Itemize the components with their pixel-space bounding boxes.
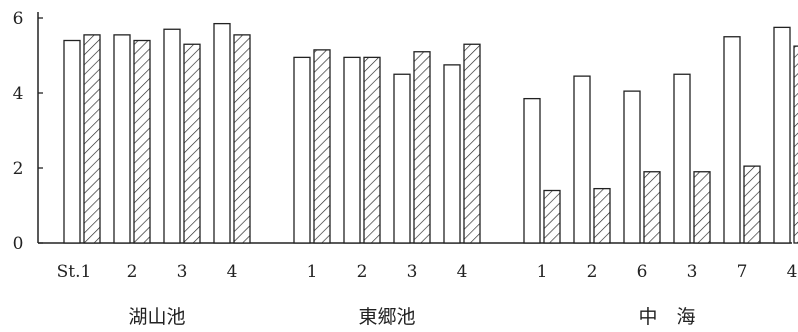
bar-open — [213, 22, 231, 244]
x-tick-label: 2 — [127, 262, 138, 282]
x-tick-label: 6 — [637, 262, 648, 282]
x-tick-label: 4 — [787, 262, 798, 282]
bar-open — [623, 90, 641, 244]
x-tick-label: 3 — [407, 262, 418, 282]
x-tick-label: 2 — [357, 262, 368, 282]
bar-hatched — [233, 34, 251, 244]
bar-open — [523, 97, 541, 244]
bar-hatched — [463, 43, 481, 244]
bar-hatched — [363, 56, 381, 244]
bar-hatched — [593, 187, 611, 244]
bar-hatched — [313, 49, 331, 244]
labels: 0 2 4 6 St.1 2 3 4 湖山池 1 2 3 4 東郷池 1 2 6 3 7 4 中 海 — [13, 9, 798, 328]
bar-open — [63, 39, 81, 244]
x-tick-label: 7 — [737, 262, 748, 282]
bar-hatched — [543, 189, 561, 244]
bar-open — [343, 56, 361, 244]
x-tick-label: 4 — [457, 262, 468, 282]
group-label: 中 海 — [638, 306, 695, 328]
bar-open — [393, 73, 411, 244]
group-label: 湖山池 — [128, 306, 185, 328]
bar-hatched — [83, 34, 101, 244]
bar-hatched — [643, 171, 661, 244]
bar-hatched — [693, 171, 711, 244]
bar-open — [673, 73, 691, 244]
x-tick-label: 1 — [537, 262, 548, 282]
bar-open — [293, 56, 311, 244]
bar-open — [443, 64, 461, 244]
bar-hatched — [743, 165, 761, 244]
bar-open — [573, 75, 591, 244]
y-tick-label: 6 — [13, 9, 24, 29]
bar-hatched — [133, 39, 151, 244]
x-tick-label: 3 — [687, 262, 698, 282]
bar-open — [113, 34, 131, 244]
bar-open — [163, 28, 181, 244]
y-tick-label: 4 — [13, 84, 24, 104]
y-tick-label: 2 — [13, 159, 24, 179]
x-tick-label: 1 — [307, 262, 318, 282]
bar-open — [773, 26, 791, 244]
y-tick-label: 0 — [13, 234, 24, 254]
bar-hatched — [413, 51, 431, 244]
x-tick-label: 4 — [227, 262, 238, 282]
x-tick-label: 2 — [587, 262, 598, 282]
bars — [63, 22, 798, 244]
x-tick-label: 3 — [177, 262, 188, 282]
x-tick-label: St.1 — [57, 262, 92, 282]
group-label: 東郷池 — [358, 306, 415, 328]
bar-hatched — [793, 45, 798, 244]
bar-open — [723, 36, 741, 244]
bar-hatched — [183, 43, 201, 244]
